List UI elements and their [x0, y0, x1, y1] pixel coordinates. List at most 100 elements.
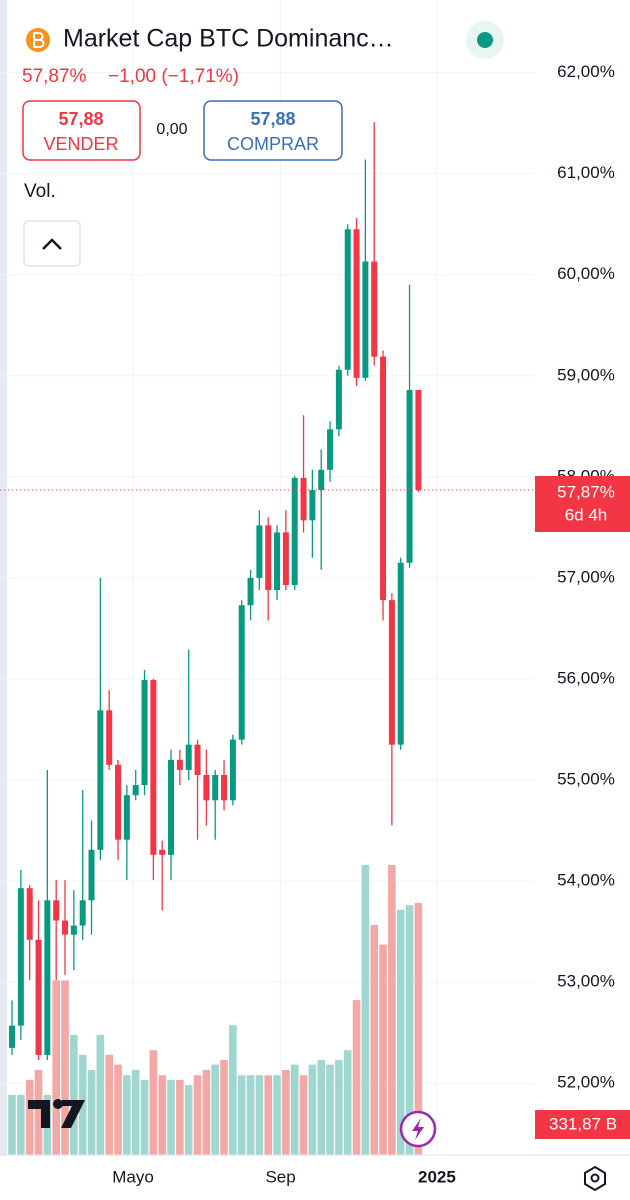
candle-body: [97, 710, 104, 850]
candle-body: [238, 605, 245, 740]
spread: 0,00: [156, 121, 187, 138]
volume-bar: [149, 1050, 158, 1155]
volume-bar: [290, 1064, 299, 1155]
candle-body: [62, 920, 69, 935]
header-price: 57,87%: [22, 66, 87, 87]
collapse-button[interactable]: [23, 220, 81, 267]
candle-body: [362, 261, 369, 378]
candle-body: [79, 900, 86, 926]
candle-body: [371, 261, 378, 357]
candle-body: [291, 477, 298, 585]
settings-button[interactable]: [584, 1165, 606, 1192]
volume-bar: [61, 980, 69, 1155]
x-tick-label: Sep: [265, 1167, 295, 1186]
volume-bar: [396, 909, 405, 1155]
candle-body: [185, 744, 192, 770]
candle-body: [203, 774, 210, 801]
candle-body: [256, 525, 263, 578]
candle-body: [150, 679, 157, 855]
candle-body: [123, 795, 130, 840]
x-tick-label: 2025: [418, 1167, 456, 1186]
candle-body: [353, 229, 360, 378]
volume-bar: [176, 1079, 184, 1155]
volume-bar: [211, 1064, 220, 1155]
candle-body: [247, 577, 254, 606]
candle-body: [17, 888, 24, 1026]
volume-title: Vol.: [24, 181, 56, 202]
buy-label: COMPRAR: [227, 134, 319, 154]
volume-bar: [34, 1069, 43, 1155]
volume-bar: [264, 1075, 273, 1155]
volume-bar: [25, 1079, 34, 1155]
candle-body: [132, 785, 139, 796]
volume-bar: [388, 864, 396, 1155]
sell-button[interactable]: [22, 100, 141, 161]
volume-tag-value: 331,87 B: [549, 1114, 617, 1133]
tv-logo: [28, 1100, 85, 1128]
volume-bar: [326, 1064, 334, 1155]
settings-icon: [590, 1173, 600, 1183]
y-tick-label: 54,00%: [557, 871, 615, 890]
y-tick-label: 60,00%: [557, 264, 615, 283]
volume-bar: [414, 903, 423, 1155]
volume-bar: [202, 1069, 211, 1155]
sell-price: 57,88: [58, 109, 103, 129]
candle-body: [106, 710, 113, 765]
candle-body: [115, 764, 122, 840]
volume-bar: [123, 1075, 131, 1155]
candle-body: [88, 849, 95, 901]
tv-logo-dot: [53, 1099, 63, 1109]
volume-bar: [96, 1035, 105, 1155]
volume-bar: [158, 1075, 166, 1155]
volume-bar: [87, 1069, 96, 1155]
header-change: −1,00 (−1,71%): [108, 66, 239, 87]
x-tick-label: Mayo: [112, 1167, 154, 1186]
volume-bar: [17, 1095, 25, 1155]
candle-body: [159, 849, 166, 855]
candle-body: [194, 744, 201, 775]
volume-bar: [8, 1095, 16, 1155]
volume-bar: [70, 1035, 78, 1155]
candle-body: [388, 600, 395, 745]
volume-bar: [343, 1050, 352, 1155]
price-tag: [535, 475, 630, 532]
volume-bar: [361, 864, 370, 1155]
candle-body: [300, 477, 307, 521]
price-tag-countdown: 6d 4h: [565, 505, 608, 524]
coin-glyph: [33, 32, 45, 48]
volume-bar: [352, 1000, 361, 1155]
volume-bar: [317, 1060, 326, 1155]
candle-body: [221, 774, 228, 801]
volume-bar: [229, 1025, 237, 1155]
volume-bar: [370, 924, 379, 1155]
candle-body: [380, 356, 387, 601]
y-tick-label: 53,00%: [557, 972, 615, 991]
price-tag-value: 57,87%: [557, 482, 615, 501]
candle-body: [53, 900, 60, 921]
volume-bar: [131, 1069, 140, 1155]
candle-body: [176, 759, 183, 770]
candle-body: [70, 925, 77, 935]
candle-body: [212, 774, 219, 801]
candle-body: [406, 389, 413, 563]
buy-button[interactable]: [203, 100, 343, 161]
candle-body: [35, 939, 42, 1055]
volume-bar: [105, 1054, 113, 1155]
candle-body: [397, 562, 404, 745]
buy-price: 57,88: [250, 109, 295, 129]
volume-bar: [237, 1075, 246, 1155]
volume-bar: [52, 980, 60, 1155]
y-tick-label: 59,00%: [557, 365, 615, 384]
volume-tag: [535, 1110, 630, 1139]
candle-body: [9, 1025, 16, 1048]
volume-bar: [220, 1060, 228, 1155]
volume-bar: [273, 1075, 281, 1155]
volume-bar: [246, 1075, 255, 1155]
volume-bar: [335, 1060, 343, 1155]
symbol-title: Market Cap BTC Dominanc…: [63, 25, 394, 53]
y-tick-label: 52,00%: [557, 1073, 615, 1092]
y-tick-label: 62,00%: [557, 62, 615, 81]
y-tick-label: 56,00%: [557, 668, 615, 687]
